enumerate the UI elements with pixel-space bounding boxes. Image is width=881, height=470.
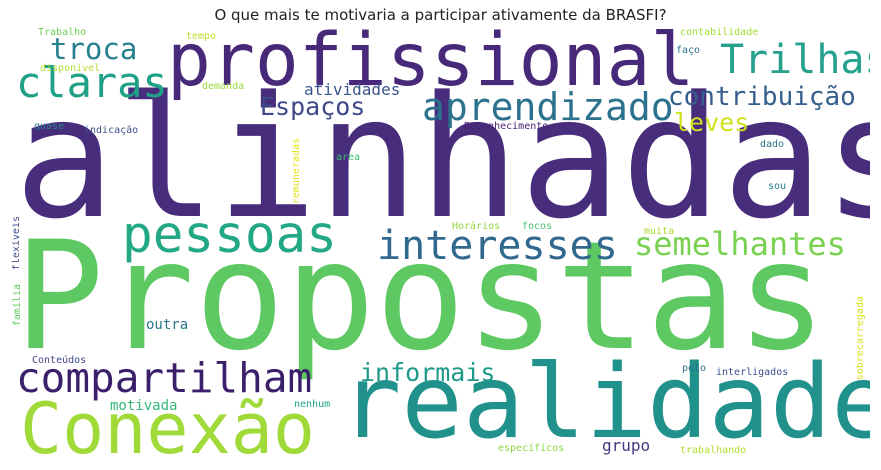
chart-title: O que mais te motivaria a participar ati…	[214, 6, 667, 24]
word-pessoas: pessoas	[122, 206, 337, 265]
word-alinhadas: alinhadas	[14, 60, 870, 256]
word-atividades: atividades	[304, 80, 401, 99]
word-motivada: motivada	[110, 398, 178, 414]
word-nenhum: nenhum	[294, 399, 331, 410]
word-conexao: Conexão	[20, 388, 316, 464]
word-claras: claras	[16, 58, 168, 107]
word-grupo: grupo	[602, 436, 651, 455]
word-cloud: Propostas alinhadas realidade profission…	[12, 26, 870, 464]
word-trabalhando: trabalhando	[680, 445, 747, 456]
word-muita: muita	[644, 226, 675, 237]
word-semelhantes: semelhantes	[634, 225, 846, 263]
word-leves: leves	[674, 108, 750, 137]
word-indicacao: indicação	[84, 125, 139, 136]
word-conteudos: Conteúdos	[32, 355, 87, 366]
word-profissional: profissional	[167, 26, 695, 103]
word-remuneradas: remuneradas	[291, 138, 302, 205]
word-familia: família	[12, 284, 23, 327]
word-pelo: pelo	[682, 363, 707, 374]
word-quase: quase	[34, 121, 65, 132]
word-compartilham: compartilham	[16, 354, 313, 402]
word-outra: outra	[146, 317, 189, 333]
word-demanda: demanda	[202, 81, 245, 92]
word-realidade: realidade	[340, 343, 870, 462]
word-especificos: específicos	[498, 443, 565, 454]
word-contribuicao: contribuição	[668, 82, 856, 112]
word-sou: sou	[768, 181, 787, 192]
word-flexiveis: flexíveis	[12, 216, 22, 271]
word-troca: troca	[50, 32, 138, 66]
word-disponivel: disponível	[40, 63, 101, 74]
word-espacos: Espaços	[260, 92, 366, 121]
word-tempo: tempo	[186, 31, 217, 42]
word-interligados: interligados	[716, 367, 789, 378]
word-propostas: Propostas	[14, 210, 827, 384]
word-area: area	[336, 152, 361, 163]
word-informais: informais	[360, 358, 496, 387]
word-faco: faço	[676, 45, 701, 56]
word-contabilidade: contabilidade	[680, 27, 759, 38]
word-sobrecarregada: sobrecarregada	[855, 296, 866, 381]
word-trilhas: Trilhas	[720, 37, 870, 83]
word-trabalho: Trabalho	[38, 27, 87, 38]
word-focos: focos	[522, 221, 553, 232]
word-horarios: Horários	[452, 221, 501, 232]
word-dado: dado	[760, 139, 785, 150]
word-reconhecimento: Reconhecimento	[464, 121, 549, 132]
word-interesses: interesses	[377, 223, 618, 269]
word-aprendizado: aprendizado	[422, 85, 674, 129]
